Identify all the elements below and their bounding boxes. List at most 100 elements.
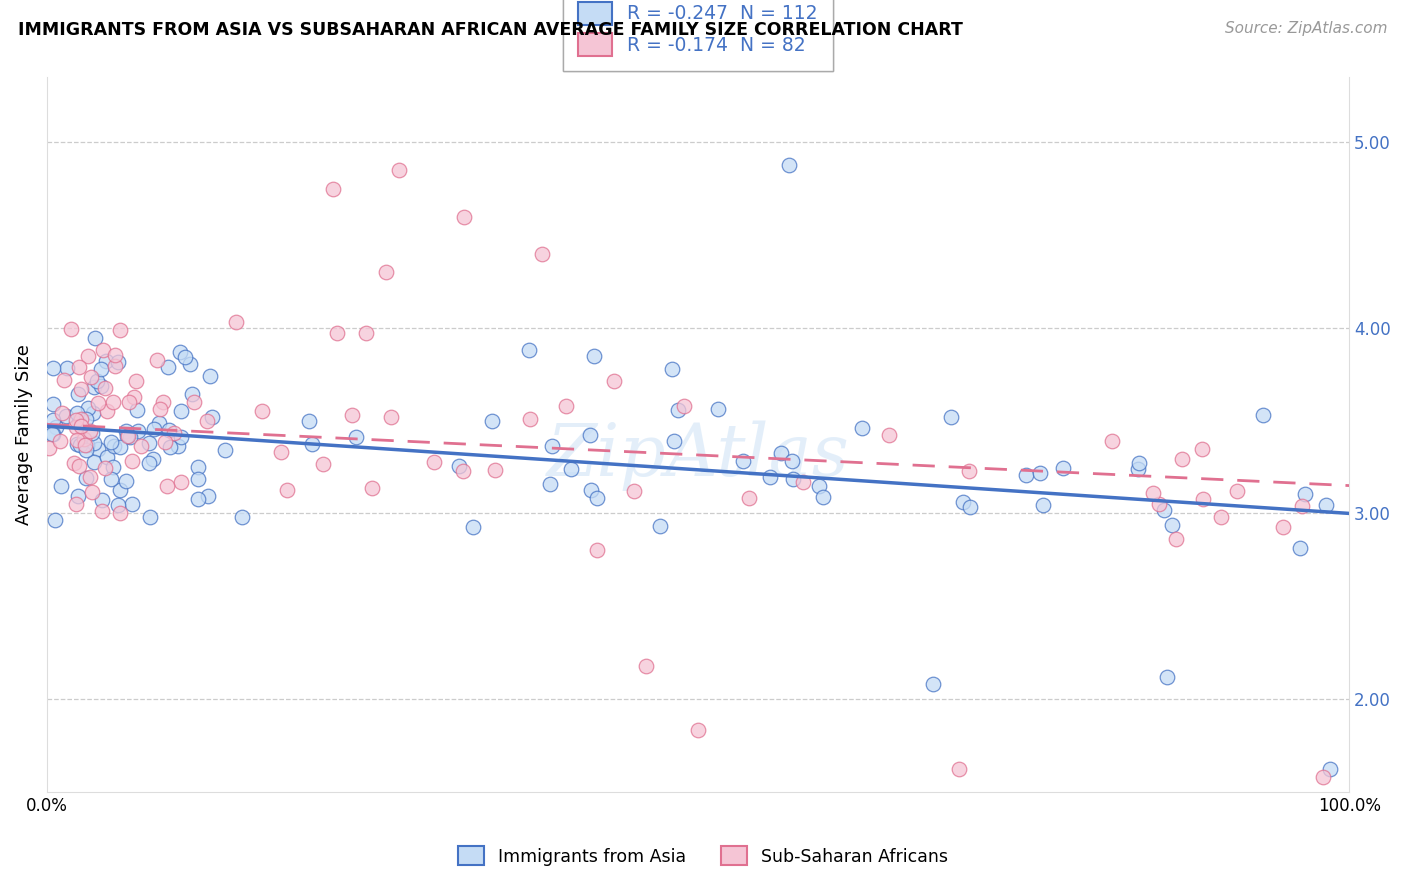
Point xyxy=(374,265,396,279)
Point xyxy=(778,158,800,172)
Point xyxy=(170,475,193,489)
Point xyxy=(42,397,65,411)
Point xyxy=(83,379,105,393)
Point xyxy=(1319,763,1341,777)
Point xyxy=(156,359,179,374)
Point xyxy=(538,477,561,491)
Point xyxy=(44,513,66,527)
Point xyxy=(67,458,90,473)
Point xyxy=(65,497,87,511)
Point xyxy=(957,464,980,478)
Point xyxy=(1015,467,1038,482)
Point xyxy=(42,361,65,376)
Point xyxy=(311,457,333,471)
Point xyxy=(114,474,136,488)
Point xyxy=(560,462,582,476)
Point xyxy=(1052,460,1074,475)
Point xyxy=(174,351,197,365)
Point xyxy=(65,413,87,427)
Point xyxy=(664,434,686,448)
Point xyxy=(59,322,82,336)
Point xyxy=(96,354,118,368)
Point xyxy=(66,406,89,420)
Point xyxy=(107,354,129,368)
Point xyxy=(77,349,100,363)
Point xyxy=(298,414,321,428)
Point xyxy=(447,458,470,473)
Point xyxy=(110,440,132,454)
Point xyxy=(117,428,139,442)
Point xyxy=(127,424,149,438)
Point xyxy=(648,519,671,533)
Point xyxy=(86,374,108,388)
Point xyxy=(90,379,112,393)
Point xyxy=(96,450,118,465)
Point xyxy=(586,543,609,558)
Point xyxy=(1211,510,1233,524)
Point xyxy=(118,394,141,409)
Point xyxy=(146,352,169,367)
Point xyxy=(138,436,160,450)
Point xyxy=(451,464,474,478)
Point xyxy=(153,434,176,449)
Point xyxy=(139,510,162,524)
Point xyxy=(69,438,91,452)
Point xyxy=(53,374,76,388)
Point xyxy=(231,510,253,524)
Point xyxy=(86,442,108,456)
Point xyxy=(79,470,101,484)
Point xyxy=(1192,491,1215,506)
Point xyxy=(129,439,152,453)
Point xyxy=(114,425,136,439)
Point xyxy=(82,406,104,420)
Point xyxy=(42,413,65,427)
Point xyxy=(519,411,541,425)
Point xyxy=(156,479,179,493)
Text: ZipAtlas: ZipAtlas xyxy=(547,421,849,491)
Point xyxy=(1164,532,1187,546)
Point xyxy=(38,441,60,455)
Point xyxy=(1191,442,1213,457)
Point xyxy=(340,408,363,422)
Point xyxy=(344,429,367,443)
Point xyxy=(80,370,103,384)
Point xyxy=(1149,497,1171,511)
Point xyxy=(118,430,141,444)
Point xyxy=(91,504,114,518)
Point xyxy=(380,409,402,424)
Point xyxy=(104,348,127,362)
Point xyxy=(1271,520,1294,534)
Point xyxy=(101,459,124,474)
Point xyxy=(157,423,180,437)
Point xyxy=(851,421,873,435)
Point xyxy=(83,454,105,468)
Point xyxy=(921,677,943,691)
Point xyxy=(1291,499,1313,513)
Point xyxy=(326,326,349,341)
Point xyxy=(686,723,709,738)
Point xyxy=(79,424,101,438)
Point xyxy=(66,434,89,448)
Point xyxy=(738,491,761,505)
Point xyxy=(668,403,690,417)
Point xyxy=(792,475,814,490)
Point xyxy=(179,357,201,371)
Point xyxy=(187,472,209,486)
Point xyxy=(87,396,110,410)
Point xyxy=(149,402,172,417)
Point xyxy=(138,456,160,470)
Point xyxy=(1160,517,1182,532)
Point xyxy=(673,400,696,414)
Point xyxy=(65,420,87,434)
Point xyxy=(49,479,72,493)
Point xyxy=(782,472,804,486)
Point xyxy=(623,484,645,499)
Point xyxy=(354,326,377,340)
Point xyxy=(1153,502,1175,516)
Point xyxy=(93,381,115,395)
Point xyxy=(75,470,97,484)
Text: Source: ZipAtlas.com: Source: ZipAtlas.com xyxy=(1225,21,1388,36)
Point xyxy=(1251,409,1274,423)
Point xyxy=(121,453,143,467)
Point xyxy=(461,520,484,534)
